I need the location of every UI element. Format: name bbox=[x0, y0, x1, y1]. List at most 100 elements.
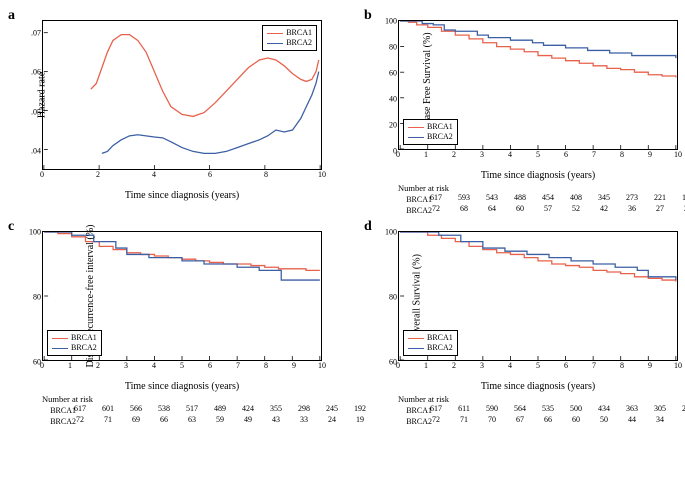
risk-row-label: BRCA2 bbox=[398, 206, 436, 215]
legend-swatch bbox=[52, 348, 68, 349]
legend-swatch bbox=[408, 338, 424, 339]
x-tick-label: 8 bbox=[264, 170, 268, 179]
x-tick-label: 0 bbox=[40, 361, 44, 370]
risk-row: BRCA1617611590564535500434363305252201 bbox=[398, 404, 685, 415]
risk-title: Number at risk bbox=[398, 183, 685, 193]
risk-cell: 517 bbox=[186, 404, 198, 413]
plot-area: Distant recurrence-free interval (%)6080… bbox=[42, 231, 322, 361]
panel-a: aHazard rate.04.05.06.07BRCA1BRCA2024681… bbox=[8, 8, 360, 215]
y-tick-label: .04 bbox=[31, 147, 41, 156]
legend-label: BRCA1 bbox=[427, 333, 453, 343]
x-tick-label: 3 bbox=[480, 150, 484, 159]
y-axis-label: Overall Survival (%) bbox=[411, 254, 422, 338]
y-tick-label: .05 bbox=[31, 107, 41, 116]
y-tick-label: 100 bbox=[385, 17, 397, 26]
risk-cell: 34 bbox=[656, 415, 664, 424]
x-tick-label: 2 bbox=[452, 361, 456, 370]
risk-cell: 68 bbox=[460, 204, 468, 213]
x-tick-label: 3 bbox=[480, 361, 484, 370]
risk-row-label: BRCA2 bbox=[42, 417, 80, 426]
x-tick-label: 6 bbox=[564, 361, 568, 370]
risk-cell: 66 bbox=[544, 415, 552, 424]
y-tick-label: .06 bbox=[31, 68, 41, 77]
risk-cell: 71 bbox=[460, 415, 468, 424]
risk-cell: 57 bbox=[544, 204, 552, 213]
series-brca1 bbox=[400, 21, 676, 77]
panel-d: dOverall Survival (%)6080100BRCA1BRCA201… bbox=[364, 219, 685, 426]
series-brca2 bbox=[400, 232, 676, 280]
risk-cell: 564 bbox=[514, 404, 526, 413]
x-tick-label: 2 bbox=[96, 170, 100, 179]
risk-cell: 489 bbox=[214, 404, 226, 413]
x-tick-label: 10 bbox=[318, 170, 326, 179]
risk-cell: 36 bbox=[628, 204, 636, 213]
x-tick-label: 6 bbox=[208, 361, 212, 370]
risk-row: BRCA27271696663594943332419 bbox=[42, 415, 360, 426]
risk-cell: 72 bbox=[432, 204, 440, 213]
risk-cell: 611 bbox=[458, 404, 470, 413]
x-tick-label: 10 bbox=[674, 361, 682, 370]
risk-cell: 424 bbox=[242, 404, 254, 413]
risk-cell: 305 bbox=[654, 404, 666, 413]
risk-cell: 298 bbox=[298, 404, 310, 413]
risk-cell: 27 bbox=[656, 204, 664, 213]
legend-swatch bbox=[408, 137, 424, 138]
legend: BRCA1BRCA2 bbox=[403, 330, 458, 356]
x-tick-label: 4 bbox=[152, 361, 156, 370]
plot-area: Disease Free Survival (%)020406080100BRC… bbox=[398, 20, 678, 150]
y-tick-label: 60 bbox=[389, 69, 397, 78]
x-tick-label: 8 bbox=[620, 361, 624, 370]
risk-cell: 538 bbox=[158, 404, 170, 413]
risk-cell: 434 bbox=[598, 404, 610, 413]
x-axis-label: Time since diagnosis (years) bbox=[42, 190, 322, 201]
x-tick-label: 9 bbox=[648, 150, 652, 159]
y-tick-label: 100 bbox=[385, 228, 397, 237]
x-tick-label: 6 bbox=[564, 150, 568, 159]
risk-cell: 69 bbox=[132, 415, 140, 424]
x-axis-label: Time since diagnosis (years) bbox=[398, 381, 678, 392]
x-tick-label: 8 bbox=[264, 361, 268, 370]
risk-cell: 60 bbox=[516, 204, 524, 213]
risk-cell: 60 bbox=[572, 415, 580, 424]
risk-cell: 454 bbox=[542, 193, 554, 202]
risk-title: Number at risk bbox=[398, 394, 685, 404]
legend-label: BRCA1 bbox=[286, 28, 312, 38]
legend: BRCA1BRCA2 bbox=[262, 25, 317, 51]
risk-cell: 24 bbox=[328, 415, 336, 424]
x-tick-label: 7 bbox=[236, 361, 240, 370]
risk-title: Number at risk bbox=[42, 394, 360, 404]
risk-cell: 408 bbox=[570, 193, 582, 202]
risk-cell: 566 bbox=[130, 404, 142, 413]
risk-cell: 355 bbox=[270, 404, 282, 413]
risk-cell: 44 bbox=[628, 415, 636, 424]
plot-area: Hazard rate.04.05.06.07BRCA1BRCA2 bbox=[42, 20, 322, 170]
risk-cell: 345 bbox=[598, 193, 610, 202]
risk-cell: 59 bbox=[216, 415, 224, 424]
x-tick-label: 4 bbox=[508, 150, 512, 159]
risk-cell: 33 bbox=[300, 415, 308, 424]
risk-cell: 363 bbox=[626, 404, 638, 413]
x-tick-label: 5 bbox=[536, 361, 540, 370]
x-tick-label: 0 bbox=[396, 361, 400, 370]
number-at-risk: Number at riskBRCA1617593543488454408345… bbox=[398, 183, 685, 215]
legend: BRCA1BRCA2 bbox=[403, 119, 458, 145]
risk-cell: 617 bbox=[430, 193, 442, 202]
series-brca2 bbox=[102, 72, 319, 154]
risk-cell: 221 bbox=[654, 193, 666, 202]
x-tick-label: 3 bbox=[124, 361, 128, 370]
risk-cell: 63 bbox=[188, 415, 196, 424]
risk-cell: 590 bbox=[486, 404, 498, 413]
number-at-risk: Number at riskBRCA1617601566538517489424… bbox=[42, 394, 360, 426]
legend-label: BRCA1 bbox=[427, 122, 453, 132]
risk-cell: 617 bbox=[74, 404, 86, 413]
risk-cell: 535 bbox=[542, 404, 554, 413]
x-tick-label: 5 bbox=[180, 361, 184, 370]
legend-label: BRCA2 bbox=[71, 343, 97, 353]
y-tick-label: 80 bbox=[389, 293, 397, 302]
x-tick-label: 4 bbox=[508, 361, 512, 370]
y-tick-label: 20 bbox=[389, 121, 397, 130]
legend-label: BRCA2 bbox=[427, 132, 453, 142]
risk-cell: 500 bbox=[570, 404, 582, 413]
x-tick-label: 5 bbox=[536, 150, 540, 159]
x-tick-label: 0 bbox=[396, 150, 400, 159]
